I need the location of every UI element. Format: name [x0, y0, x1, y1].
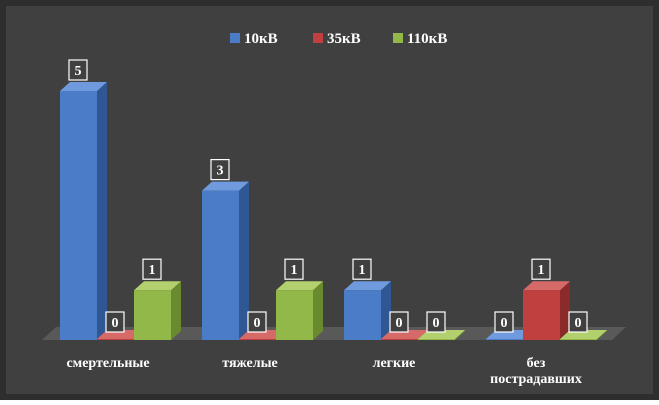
data-label-text: 0	[396, 316, 403, 331]
data-label: 5	[68, 59, 88, 81]
bar-side	[239, 181, 249, 340]
legend-label: 35кВ	[327, 31, 361, 47]
bar-side	[560, 281, 570, 340]
bar-top	[134, 281, 181, 291]
x-axis-tick-labels: смертельные тяжелые легкие без пострадавших	[66, 356, 581, 387]
bar-top	[344, 281, 391, 291]
x-tick-label: смертельные	[66, 356, 149, 371]
data-label-text: 1	[359, 263, 366, 278]
data-label-box	[210, 159, 230, 181]
data-label-box	[568, 311, 588, 333]
data-label-text: 0	[433, 316, 440, 331]
data-label-box	[352, 258, 372, 280]
bar-side	[455, 330, 465, 340]
data-label: 0	[105, 311, 125, 333]
data-label: 0	[426, 311, 446, 333]
bar-front	[276, 290, 313, 340]
x-tick-label: легкие	[373, 356, 416, 371]
legend-swatch	[393, 33, 403, 43]
bar	[60, 82, 107, 340]
x-tick-label-line: пострадавших	[490, 372, 582, 387]
x-tick-label-line: тяжелые	[222, 356, 277, 371]
legend: 10кВ 35кВ 110кВ	[230, 31, 447, 47]
legend-item: 10кВ	[230, 31, 278, 47]
bar-front	[560, 339, 597, 340]
data-label-box	[105, 311, 125, 333]
data-label-text: 1	[291, 263, 298, 278]
data-label-text: 0	[501, 316, 508, 331]
data-label-box	[389, 311, 409, 333]
data-label-text: 1	[149, 263, 156, 278]
data-label-box	[531, 258, 551, 280]
bar-top	[202, 181, 249, 191]
data-label: 0	[494, 311, 514, 333]
data-label: 0	[389, 311, 409, 333]
data-label: 1	[531, 258, 551, 280]
legend-item: 35кВ	[313, 31, 361, 47]
bar-front	[486, 339, 523, 340]
data-label: 0	[568, 311, 588, 333]
data-label-box	[426, 311, 446, 333]
bar	[202, 181, 249, 340]
legend-label: 10кВ	[244, 31, 278, 47]
bar-top	[276, 281, 323, 291]
data-label-box	[284, 258, 304, 280]
bar-side	[381, 281, 391, 340]
legend-swatch	[313, 33, 323, 43]
x-tick-label: тяжелые	[222, 356, 277, 371]
legend-item: 110кВ	[393, 31, 447, 47]
legend-label: 110кВ	[407, 31, 447, 47]
bar-side	[171, 281, 181, 340]
bar-side	[313, 281, 323, 340]
data-label: 3	[210, 159, 230, 181]
bar	[134, 281, 181, 340]
data-label-text: 0	[575, 316, 582, 331]
bar-front	[202, 190, 239, 340]
bar-top	[523, 281, 570, 291]
data-label-box	[494, 311, 514, 333]
x-tick-label: без пострадавших	[490, 356, 582, 387]
bar-front	[418, 339, 455, 340]
bar-side	[97, 82, 107, 340]
x-tick-label-line: смертельные	[66, 356, 149, 371]
data-label-text: 5	[75, 64, 82, 79]
data-label: 0	[247, 311, 267, 333]
bar-front	[60, 91, 97, 340]
data-label-text: 3	[217, 164, 224, 179]
bar	[523, 281, 570, 340]
bar-front	[523, 290, 560, 340]
bar-front	[134, 290, 171, 340]
x-tick-label-line: легкие	[373, 356, 416, 371]
data-label: 1	[142, 258, 162, 280]
data-label-box	[247, 311, 267, 333]
bar	[276, 281, 323, 340]
data-label: 1	[352, 258, 372, 280]
bar-front	[381, 339, 418, 340]
legend-swatch	[230, 33, 240, 43]
bars-group: 5 0 1 3 0 1 1 0 0 0 1 0	[60, 59, 607, 340]
data-label: 1	[284, 258, 304, 280]
chart-floor	[42, 327, 626, 340]
bar-front	[239, 339, 276, 340]
bar-side	[597, 330, 607, 340]
data-label-text: 0	[112, 316, 119, 331]
data-label-text: 1	[538, 263, 545, 278]
bar	[344, 281, 391, 340]
bar-top	[60, 82, 107, 91]
bar-front	[97, 339, 134, 340]
bar-front	[344, 290, 381, 340]
data-label-box	[142, 258, 162, 280]
x-tick-label-line: без	[527, 356, 546, 371]
data-label-box	[68, 59, 88, 81]
data-label-text: 0	[254, 316, 261, 331]
